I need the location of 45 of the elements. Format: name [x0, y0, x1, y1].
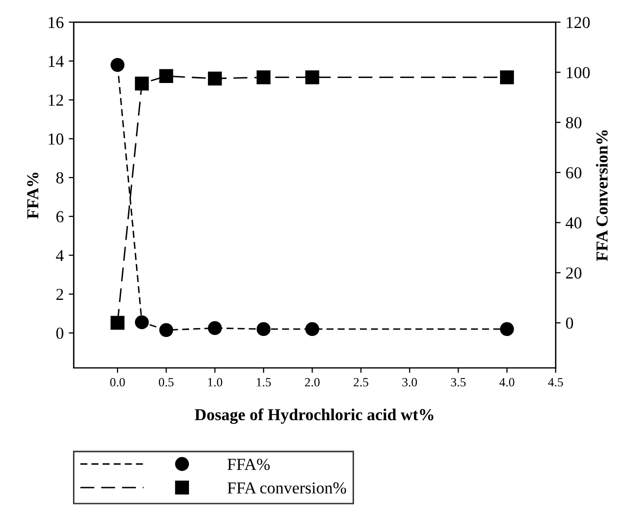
x-tick-label: 4.0	[499, 378, 514, 386]
point	[500, 322, 514, 336]
point	[134, 315, 149, 330]
y-tick-label: 14	[48, 56, 64, 67]
point	[208, 72, 222, 86]
point	[159, 69, 174, 83]
y-tick-label: 0	[56, 328, 64, 339]
point	[500, 70, 514, 84]
y-tick-label: 6	[56, 211, 64, 222]
point	[110, 58, 124, 72]
x-tick-label: 3.5	[451, 378, 466, 386]
y2-tick-label: 120	[566, 16, 590, 28]
x-tick-label: 0.0	[110, 378, 125, 386]
y2-tick-label: 60	[566, 167, 582, 178]
legend-label: FFA conversion%	[228, 482, 346, 494]
point	[305, 70, 320, 84]
y2-tick-label: 0	[566, 318, 574, 329]
y-tick-label: 12	[48, 94, 64, 106]
point	[134, 76, 149, 91]
x-tick-label: 4.5	[548, 378, 563, 386]
x-tick-label: 3.0	[402, 378, 417, 386]
x-axis-title: Dosage of Hydrochloric acid wt%	[194, 408, 434, 424]
y2-tick-label: 100	[566, 66, 590, 78]
x-tick-label: 1.5	[256, 378, 271, 386]
point	[110, 316, 124, 330]
x-tick-label: 0.5	[158, 378, 174, 386]
y2-tick-label: 40	[566, 217, 582, 229]
y-axis-title: FFA%	[27, 172, 38, 219]
y-tick-label: 2	[56, 288, 64, 300]
point	[256, 70, 271, 84]
point	[305, 322, 320, 336]
y-tick-label: 10	[48, 133, 64, 145]
point	[159, 323, 174, 337]
y-tick-label: 8	[56, 172, 64, 184]
y2-axis-title: FFA Conversion%	[596, 130, 608, 262]
point	[256, 322, 271, 336]
y-tick-label: 4	[56, 250, 64, 262]
y-tick-label: 16	[48, 16, 64, 28]
x-tick-label: 2.0	[304, 378, 320, 386]
point	[208, 321, 222, 336]
x-tick-label: 2.5	[354, 378, 368, 386]
legend-label: FFA%	[228, 458, 270, 470]
y2-tick-label: 20	[566, 267, 582, 279]
x-tick-label: 1.0	[208, 378, 222, 386]
y2-tick-label: 80	[566, 117, 582, 128]
